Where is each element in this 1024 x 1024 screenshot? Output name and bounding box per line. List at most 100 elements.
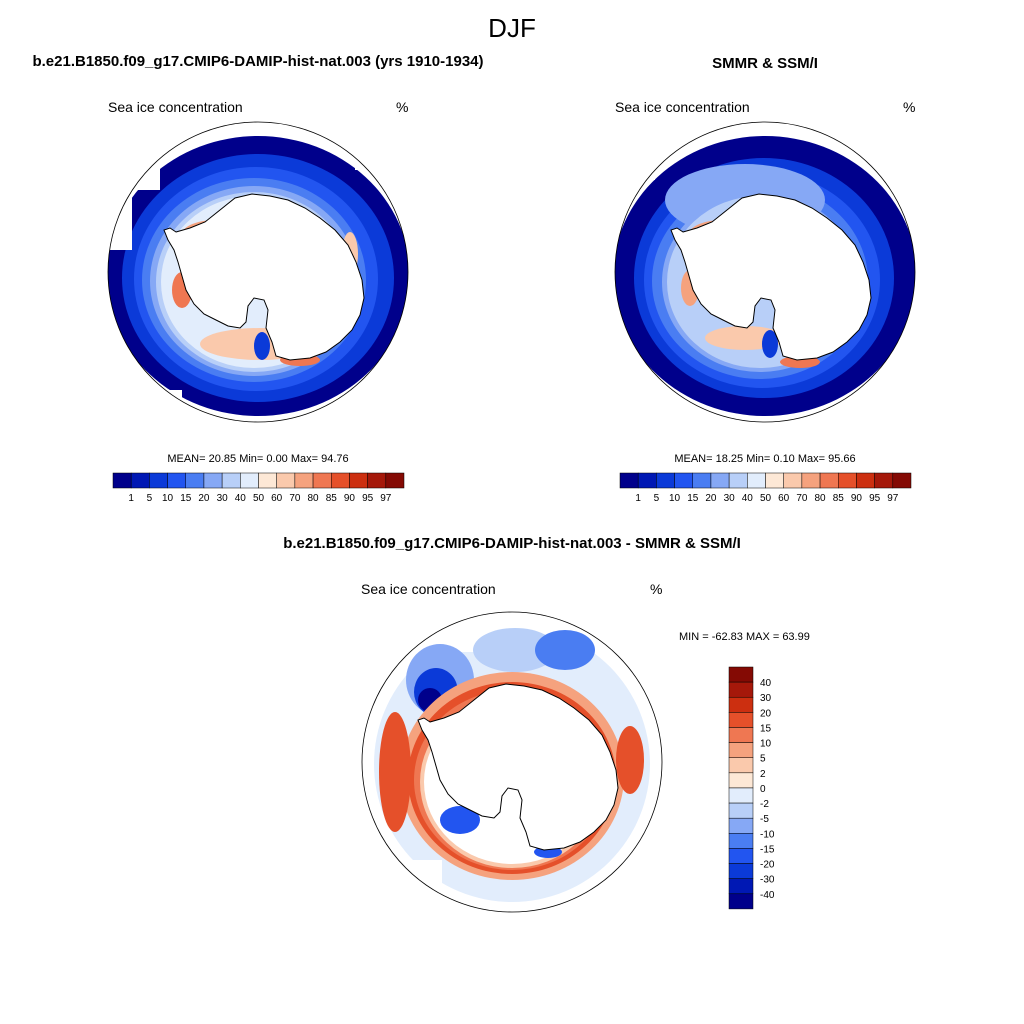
model-colorbar-tick-label: 80: [308, 493, 320, 504]
obs-colorbar-tick-label: 15: [687, 493, 699, 504]
obs-colorbar-swatch: [892, 472, 912, 489]
obs-units-label: %: [903, 99, 916, 115]
diff-colorbar-tick-label: 0: [760, 784, 766, 795]
diff-colorbar-swatch: [728, 712, 754, 728]
model-colorbar-tick-label: 97: [380, 493, 392, 504]
diff-colorbar-swatch: [728, 817, 754, 834]
diff-colorbar-swatch: [728, 878, 754, 895]
model-colorbar-swatch: [167, 472, 186, 489]
diff-colorbar-tick-label: 20: [760, 708, 772, 719]
model-colorbar-swatch: [349, 472, 368, 489]
model-colorbar-tick-label: 30: [217, 493, 229, 504]
obs-colorbar-tick-label: 85: [833, 493, 845, 504]
model-colorbar-swatch: [185, 472, 205, 489]
diff-colorbar-tick-label: -5: [760, 814, 769, 825]
diff-colorbar-swatch: [728, 863, 754, 879]
obs-colorbar-swatch: [856, 472, 875, 489]
obs-panel-title: SMMR & SSM/I: [712, 55, 818, 72]
diff-colorbar-swatch: [728, 696, 754, 713]
obs-colorbar-swatch: [819, 472, 839, 489]
diff-colorbar-tick-label: 2: [760, 769, 766, 780]
diff-colorbar-tick-label: -20: [760, 860, 775, 871]
model-colorbar: 1 5 10 15 20 30 40 50 60 70 80 85 90 95 97: [112, 472, 405, 504]
model-colorbar-swatch: [203, 472, 223, 489]
obs-colorbar-swatch: [637, 472, 657, 489]
obs-colorbar-tick-label: 30: [724, 493, 736, 504]
obs-colorbar-tick-label: 1: [635, 493, 641, 504]
model-colorbar-swatch: [130, 472, 150, 489]
model-colorbar-tick-label: 60: [271, 493, 283, 504]
model-colorbar-swatch: [112, 472, 132, 489]
obs-colorbar-swatch: [765, 472, 784, 489]
obs-map: [614, 121, 916, 423]
diff-colorbar-swatch: [728, 757, 754, 774]
diff-colorbar-swatch: [728, 727, 754, 743]
model-colorbar-tick-label: 5: [147, 493, 153, 504]
model-colorbar-tick-label: 20: [198, 493, 210, 504]
model-colorbar-tick-label: 70: [289, 493, 301, 504]
model-colorbar-swatch: [312, 472, 332, 489]
obs-colorbar-tick-label: 70: [796, 493, 808, 504]
model-colorbar-tick-label: 1: [128, 493, 134, 504]
model-stats: MEAN= 20.85 Min= 0.00 Max= 94.76: [167, 453, 349, 465]
diff-colorbar-swatch: [728, 772, 754, 789]
model-colorbar-tick-label: 10: [162, 493, 174, 504]
obs-colorbar-swatch: [783, 472, 803, 489]
obs-colorbar-tick-label: 90: [851, 493, 863, 504]
model-colorbar-swatch: [276, 472, 296, 489]
diff-colorbar-tick-label: -2: [760, 799, 769, 810]
obs-colorbar-tick-label: 95: [869, 493, 881, 504]
obs-colorbar-tick-label: 20: [705, 493, 717, 504]
model-colorbar-swatch: [385, 472, 405, 489]
model-colorbar-swatch: [221, 472, 241, 489]
diff-colorbar-swatch: [728, 742, 754, 758]
diff-colorbar-tick-label: 5: [760, 754, 766, 765]
diff-colorbar-tick-label: -15: [760, 844, 775, 855]
obs-colorbar-swatch: [838, 472, 857, 489]
model-colorbar-swatch: [240, 472, 259, 489]
obs-stats: MEAN= 18.25 Min= 0.10 Max= 95.66: [674, 453, 856, 465]
obs-colorbar-swatch: [692, 472, 712, 489]
obs-colorbar-tick-label: 5: [654, 493, 660, 504]
model-colorbar-swatch: [331, 472, 350, 489]
model-colorbar-swatch: [149, 472, 168, 489]
obs-colorbar-swatch: [747, 472, 766, 489]
model-colorbar-tick-label: 40: [235, 493, 247, 504]
diff-colorbar-swatch: [728, 848, 754, 864]
obs-colorbar-tick-label: 60: [778, 493, 790, 504]
model-colorbar-tick-label: 15: [180, 493, 192, 504]
diff-colorbar-swatch: [728, 893, 754, 910]
obs-colorbar-swatch: [728, 472, 748, 489]
diff-map: [361, 611, 663, 913]
obs-colorbar-tick-label: 40: [742, 493, 754, 504]
model-variable-label: Sea ice concentration: [108, 99, 243, 115]
diff-colorbar-swatch: [728, 802, 754, 819]
diff-colorbar-tick-label: -10: [760, 829, 775, 840]
model-colorbar-swatch: [258, 472, 277, 489]
obs-colorbar-tick-label: 50: [760, 493, 772, 504]
diff-colorbar-tick-label: 40: [760, 678, 772, 689]
obs-colorbar-tick-label: 97: [887, 493, 899, 504]
obs-colorbar-swatch: [656, 472, 675, 489]
obs-colorbar-swatch: [674, 472, 693, 489]
model-colorbar-swatch: [294, 472, 314, 489]
model-colorbar-tick-label: 90: [344, 493, 356, 504]
diff-colorbar-swatch: [728, 787, 754, 804]
model-colorbar-tick-label: 85: [326, 493, 338, 504]
model-colorbar-tick-label: 50: [253, 493, 265, 504]
diff-colorbar-swatch: [728, 833, 754, 849]
figure-title: DJF: [488, 13, 536, 43]
obs-colorbar: 1 5 10 15 20 30 40 50 60 70 80 85 90 95 97: [619, 472, 912, 504]
obs-colorbar-swatch: [801, 472, 821, 489]
model-units-label: %: [396, 99, 409, 115]
diff-colorbar-tick-label: 30: [760, 693, 772, 704]
diff-colorbar-swatch: [728, 681, 754, 698]
diff-stats: MIN = -62.83 MAX = 63.99: [679, 631, 810, 643]
model-panel-title: b.e21.B1850.f09_g17.CMIP6-DAMIP-hist-nat…: [32, 53, 484, 70]
diff-colorbar-tick-label: 10: [760, 739, 772, 750]
diff-panel-title: b.e21.B1850.f09_g17.CMIP6-DAMIP-hist-nat…: [283, 535, 741, 552]
obs-colorbar-swatch: [874, 472, 894, 489]
diff-colorbar-tick-label: -30: [760, 875, 775, 886]
